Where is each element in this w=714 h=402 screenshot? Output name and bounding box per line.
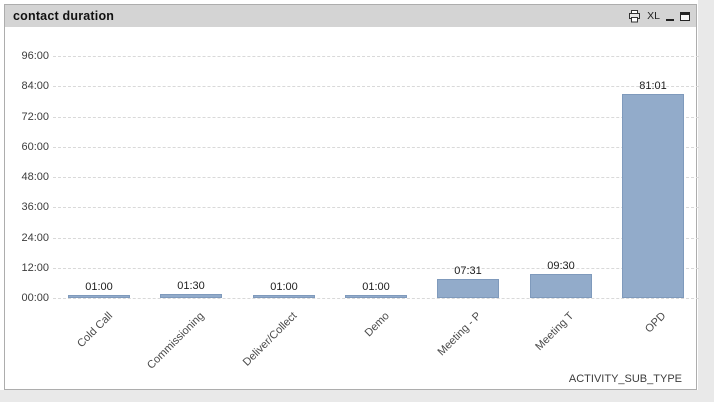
x-axis-category-label[interactable]: Meeting T <box>533 310 577 353</box>
bar-value-label: 01:00 <box>85 281 113 293</box>
y-axis-tick-label: 00:00 <box>21 292 49 304</box>
bar-meeting-t[interactable] <box>530 274 592 298</box>
y-axis-tick-label: 72:00 <box>21 110 49 123</box>
x-axis-category-label[interactable]: Demo <box>362 310 392 340</box>
bar-meeting-p[interactable] <box>437 279 499 298</box>
y-gridline <box>53 116 699 118</box>
window-title: contact duration <box>13 9 115 23</box>
titlebar-buttons: XL <box>628 9 690 23</box>
y-axis-tick-label: 48:00 <box>21 171 49 183</box>
bar-value-label: 01:00 <box>362 281 390 293</box>
chart-area: 96:00 84:00 72:00 60:00 48:00 36:00 24:00 12:00… <box>5 27 699 389</box>
sheet-margin-right <box>698 0 714 402</box>
y-gridline <box>53 86 699 88</box>
y-gridline <box>53 56 699 57</box>
sheet-margin-bottom <box>0 390 714 402</box>
x-axis-category-label[interactable]: Meeting - P <box>435 310 484 359</box>
minimize-icon[interactable] <box>666 9 674 23</box>
maximize-icon[interactable] <box>680 9 690 23</box>
y-axis-tick-label: 24:00 <box>21 231 49 244</box>
x-axis-title: ACTIVITY_SUB_TYPE <box>568 373 682 385</box>
bar-deliver-collect[interactable] <box>253 295 315 298</box>
x-axis-category-label[interactable]: Cold Call <box>74 310 115 351</box>
bar-value-label: 01:00 <box>270 281 298 293</box>
y-axis-tick-label: 96:00 <box>21 50 49 62</box>
bar-value-label: 01:30 <box>177 280 205 292</box>
y-gridline <box>53 267 699 269</box>
chart-window: contact duration XL 96:00 84:00 72:00 60:00… <box>4 4 699 390</box>
y-gridline <box>53 207 699 209</box>
y-gridline <box>53 177 699 178</box>
x-axis-category-label[interactable]: Deliver/Collect <box>240 310 300 369</box>
y-axis-tick-label: 84:00 <box>21 80 49 93</box>
plot-area: 96:00 84:00 72:00 60:00 48:00 36:00 24:00 12:00… <box>5 27 699 389</box>
bar-demo[interactable] <box>345 295 407 298</box>
bar-value-label: 07:31 <box>454 265 482 277</box>
bar-commissioning[interactable] <box>160 294 222 298</box>
y-gridline <box>53 298 699 299</box>
bar-cold-call[interactable] <box>68 295 130 298</box>
print-icon[interactable] <box>628 9 641 23</box>
bar-value-label: 09:30 <box>547 260 575 272</box>
y-gridline <box>53 237 699 239</box>
y-axis-tick-label: 36:00 <box>21 201 49 214</box>
y-gridline <box>53 146 699 148</box>
y-axis-tick-label: 12:00 <box>21 261 49 274</box>
bar-opd[interactable] <box>622 94 684 298</box>
window-titlebar[interactable]: contact duration XL <box>5 5 696 27</box>
y-axis-tick-label: 60:00 <box>21 140 49 153</box>
excel-export-icon[interactable]: XL <box>647 10 660 22</box>
bar-value-label: 81:01 <box>639 80 667 92</box>
x-axis-category-label[interactable]: Commissioning <box>145 310 207 372</box>
x-axis-category-label[interactable]: OPD <box>642 310 669 336</box>
